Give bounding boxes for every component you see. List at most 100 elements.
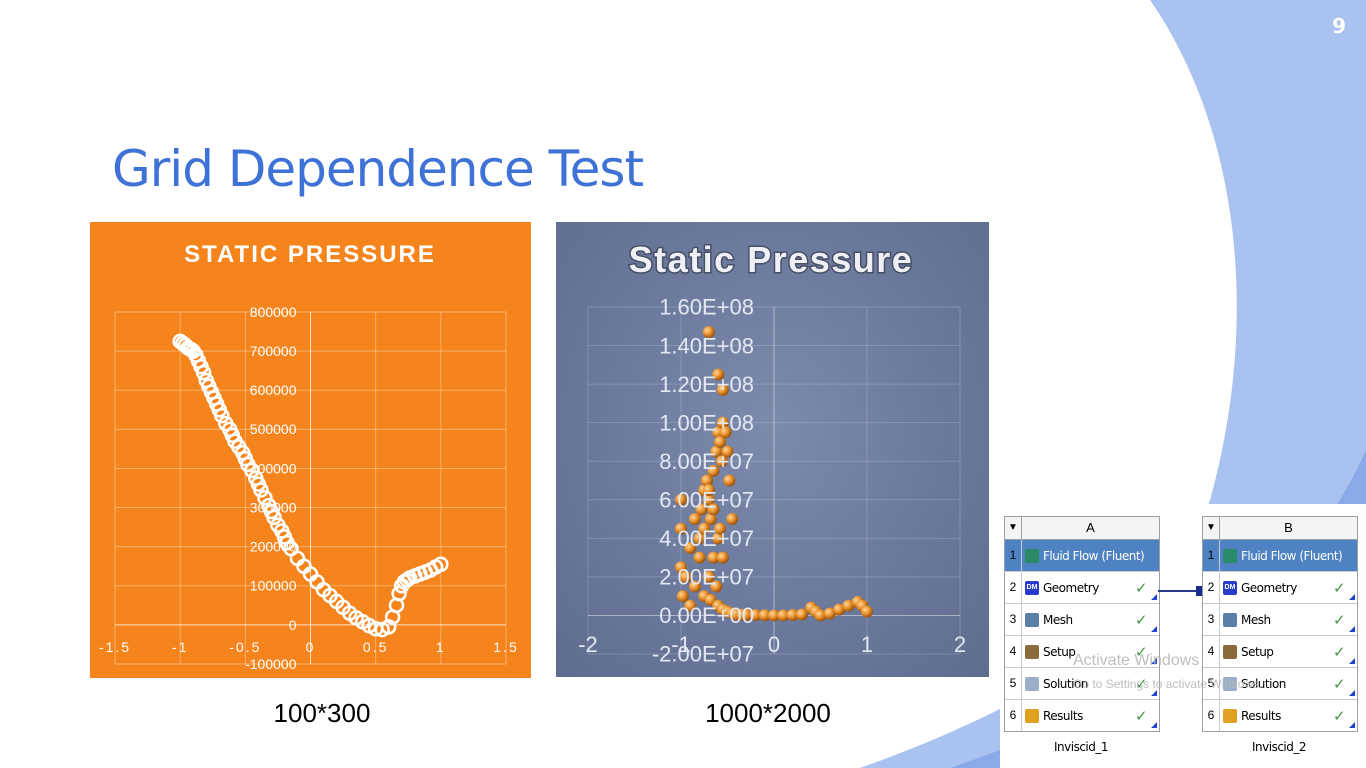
x-tick-label: 2 (954, 632, 966, 657)
data-point (749, 609, 762, 622)
corner-marker-icon (1349, 721, 1355, 728)
system-a-column-label: A (1086, 520, 1095, 535)
row-number: 4 (1203, 636, 1220, 667)
mesh-icon (1223, 612, 1237, 627)
row-number: 6 (1005, 700, 1022, 731)
y-tick-label: 1.60E+08 (659, 295, 754, 320)
data-point (842, 599, 855, 612)
workbench-schematic: ▼ A 1 Fluid Flow (Fluent) 2 DM Geometry ✓ 3 Mes… (1000, 504, 1366, 768)
collapse-arrow-icon[interactable]: ▼ (1203, 517, 1220, 539)
data-point (715, 455, 728, 468)
data-point (698, 522, 711, 535)
data-point (253, 482, 269, 498)
cell-label: Mesh (1241, 612, 1271, 627)
data-point (712, 368, 725, 381)
data-point (740, 608, 753, 621)
data-point (712, 532, 725, 545)
workbench-cell-results[interactable]: 6 Results ✓ (1203, 700, 1357, 731)
check-icon: ✓ (1135, 579, 1148, 597)
x-tick-label: 0.5 (363, 639, 388, 655)
system-a[interactable]: ▼ A 1 Fluid Flow (Fluent) 2 DM Geometry ✓ 3 Mes… (1004, 516, 1160, 732)
mesh-icon (1025, 612, 1039, 627)
data-point (768, 609, 780, 622)
data-point (716, 416, 729, 429)
system-a-name[interactable]: Inviscid_1 (1053, 740, 1109, 754)
row-number: 2 (1203, 572, 1220, 603)
collapse-arrow-icon[interactable]: ▼ (1005, 517, 1022, 539)
x-tick-label: -2 (578, 632, 598, 657)
chart-fine-svg: Static Pressure -2.00E+07 0.00E+00 2.00E+07… (578, 238, 966, 667)
y-tick-label: -2.00E+07 (652, 642, 754, 667)
data-point (707, 503, 720, 516)
row-number: 5 (1203, 668, 1220, 699)
data-point (195, 364, 212, 381)
data-point (688, 580, 701, 593)
y-tick-label: 400000 (250, 460, 297, 476)
geometry-link-line (1158, 590, 1202, 592)
corner-marker-icon (1349, 593, 1355, 600)
workbench-cell-geometry[interactable]: 2 DM Geometry ✓ (1005, 572, 1159, 604)
data-point (721, 445, 734, 458)
data-point (676, 590, 689, 603)
x-tick-label: 1.5 (493, 639, 518, 655)
data-point (777, 609, 790, 622)
x-tick-label: -1.5 (99, 639, 131, 655)
check-icon: ✓ (1333, 579, 1346, 597)
data-point (380, 619, 397, 635)
data-point (675, 493, 687, 506)
check-icon: ✓ (1333, 675, 1346, 693)
y-tick-label: 1.40E+08 (659, 333, 754, 358)
data-point (710, 580, 723, 593)
check-icon: ✓ (1135, 643, 1148, 661)
data-point (684, 599, 697, 612)
cell-label: Results (1043, 708, 1083, 723)
y-tick-label: 0.00E+00 (659, 603, 754, 628)
data-point (719, 426, 732, 439)
workbench-cell-geometry[interactable]: 2 DM Geometry ✓ (1203, 572, 1357, 604)
fluent-icon (1223, 548, 1237, 563)
y-tick-label: 1.00E+08 (659, 410, 754, 435)
workbench-cell-fluid-flow-fluent[interactable]: 1 Fluid Flow (Fluent) (1005, 540, 1159, 572)
system-b-column-label: B (1284, 520, 1293, 535)
row-number: 5 (1005, 668, 1022, 699)
row-number: 3 (1005, 604, 1022, 635)
activate-windows-subtitle: Go to Settings to activate Windows. (1073, 677, 1263, 691)
row-number: 4 (1005, 636, 1022, 667)
x-tick-label: 1 (436, 639, 446, 655)
data-point (786, 609, 799, 622)
y-tick-label: 800000 (250, 304, 297, 320)
x-tick-label: 0 (768, 632, 780, 657)
system-b-name[interactable]: Inviscid_2 (1251, 740, 1307, 754)
data-point (714, 435, 727, 448)
row-number: 6 (1203, 700, 1220, 731)
cell-label: Mesh (1043, 612, 1073, 627)
fluent-icon (1025, 548, 1039, 563)
cell-label: Setup (1043, 644, 1076, 659)
activate-windows-title: Activate Windows (1073, 652, 1200, 669)
chart-title: Static Pressure (629, 239, 914, 280)
data-point (675, 522, 687, 535)
check-icon: ✓ (1333, 611, 1346, 629)
workbench-cell-solution[interactable]: 5 Solution ✓ (1005, 668, 1159, 700)
setup-icon (1223, 644, 1237, 659)
system-b[interactable]: ▼ B 1 Fluid Flow (Fluent) 2 DM Geometry ✓ 3 Mes… (1202, 516, 1358, 732)
workbench-cell-results[interactable]: 6 Results ✓ (1005, 700, 1159, 731)
workbench-cell-fluid-flow-fluent[interactable]: 1 Fluid Flow (Fluent) (1203, 540, 1357, 572)
workbench-cell-mesh[interactable]: 3 Mesh ✓ (1203, 604, 1357, 636)
corner-marker-icon (1151, 625, 1157, 632)
y-tick-label: 600000 (250, 382, 297, 398)
check-icon: ✓ (1135, 611, 1148, 629)
data-point (684, 541, 697, 554)
x-tick-label: 1 (861, 632, 873, 657)
workbench-cell-solution[interactable]: 5 Solution ✓ (1203, 668, 1357, 700)
workbench-cell-setup[interactable]: 4 Setup ✓ (1005, 636, 1159, 668)
data-point (693, 551, 706, 564)
data-point (399, 572, 415, 588)
check-icon: ✓ (1135, 675, 1148, 693)
check-icon: ✓ (1333, 643, 1346, 661)
workbench-cell-setup[interactable]: 4 Setup ✓ (1203, 636, 1357, 668)
data-point (823, 607, 836, 620)
workbench-cell-mesh[interactable]: 3 Mesh ✓ (1005, 604, 1159, 636)
data-point (707, 464, 720, 477)
static-pressure-chart-fine: Static Pressure -2.00E+07 0.00E+00 2.00E+07… (556, 222, 989, 677)
